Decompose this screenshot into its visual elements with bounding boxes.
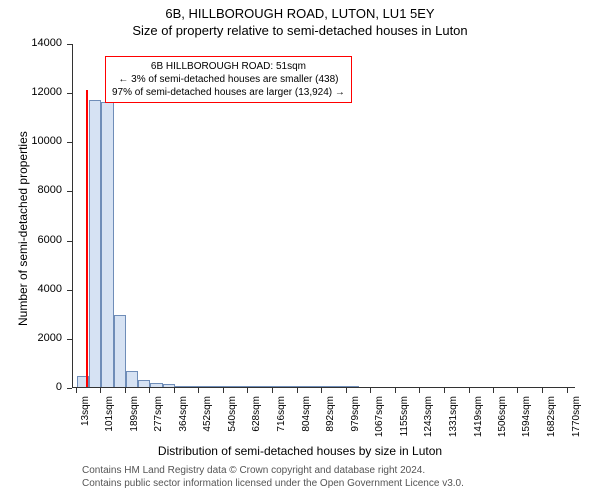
histogram-bar bbox=[261, 386, 273, 387]
x-tick-mark bbox=[567, 388, 568, 393]
x-tick-mark bbox=[517, 388, 518, 393]
x-tick-mark bbox=[493, 388, 494, 393]
x-tick-mark bbox=[125, 388, 126, 393]
histogram-bar bbox=[175, 386, 187, 387]
histogram-bar bbox=[310, 386, 322, 387]
y-tick-mark bbox=[67, 44, 72, 45]
footer-line2: Contains public sector information licen… bbox=[82, 477, 464, 490]
histogram-bar bbox=[285, 386, 297, 387]
x-tick-mark bbox=[76, 388, 77, 393]
histogram-bar bbox=[199, 386, 211, 387]
property-annotation: 6B HILLBOROUGH ROAD: 51sqm ← 3% of semi-… bbox=[105, 56, 352, 103]
histogram-bar bbox=[163, 384, 175, 387]
x-tick-label: 101sqm bbox=[104, 396, 115, 456]
y-tick-label: 8000 bbox=[0, 184, 62, 196]
y-tick-label: 2000 bbox=[0, 332, 62, 344]
histogram-bar bbox=[248, 386, 260, 387]
x-tick-label: 1506sqm bbox=[497, 396, 508, 456]
x-tick-mark bbox=[297, 388, 298, 393]
x-tick-label: 892sqm bbox=[325, 396, 336, 456]
y-tick-mark bbox=[67, 388, 72, 389]
x-tick-label: 189sqm bbox=[129, 396, 140, 456]
x-tick-mark bbox=[542, 388, 543, 393]
y-tick-mark bbox=[67, 241, 72, 242]
x-tick-mark bbox=[272, 388, 273, 393]
x-tick-label: 628sqm bbox=[251, 396, 262, 456]
histogram-bar bbox=[212, 386, 224, 387]
histogram-bar bbox=[273, 386, 285, 387]
histogram-bar bbox=[138, 380, 150, 387]
histogram-bar bbox=[322, 386, 334, 387]
x-tick-label: 979sqm bbox=[350, 396, 361, 456]
x-tick-label: 540sqm bbox=[227, 396, 238, 456]
y-tick-label: 14000 bbox=[0, 37, 62, 49]
x-tick-mark bbox=[444, 388, 445, 393]
x-tick-label: 364sqm bbox=[178, 396, 189, 456]
footer-line1: Contains HM Land Registry data © Crown c… bbox=[82, 464, 464, 477]
y-tick-mark bbox=[67, 290, 72, 291]
chart-title-sub: Size of property relative to semi-detach… bbox=[0, 23, 600, 38]
x-tick-mark bbox=[198, 388, 199, 393]
x-tick-mark bbox=[247, 388, 248, 393]
chart-footer: Contains HM Land Registry data © Crown c… bbox=[82, 464, 464, 490]
histogram-bar bbox=[187, 386, 199, 387]
x-tick-mark bbox=[469, 388, 470, 393]
histogram-bar bbox=[224, 386, 236, 387]
x-tick-label: 452sqm bbox=[202, 396, 213, 456]
x-tick-label: 1419sqm bbox=[473, 396, 484, 456]
x-tick-label: 13sqm bbox=[80, 396, 91, 456]
y-tick-mark bbox=[67, 339, 72, 340]
y-axis-label: Number of semi-detached properties bbox=[16, 131, 30, 326]
annotation-line3: 97% of semi-detached houses are larger (… bbox=[112, 86, 345, 99]
annotation-line1: 6B HILLBOROUGH ROAD: 51sqm bbox=[112, 60, 345, 73]
x-tick-label: 1331sqm bbox=[448, 396, 459, 456]
x-tick-label: 1682sqm bbox=[546, 396, 557, 456]
histogram-bar bbox=[126, 371, 138, 387]
histogram-bar bbox=[298, 386, 310, 387]
x-tick-mark bbox=[370, 388, 371, 393]
histogram-bar bbox=[347, 386, 359, 387]
x-tick-label: 1594sqm bbox=[521, 396, 532, 456]
property-marker-line bbox=[86, 90, 88, 387]
y-tick-mark bbox=[67, 93, 72, 94]
y-tick-label: 10000 bbox=[0, 135, 62, 147]
x-tick-label: 1770sqm bbox=[571, 396, 582, 456]
histogram-bar bbox=[150, 383, 162, 387]
histogram-bar bbox=[89, 100, 101, 387]
histogram-bar bbox=[236, 386, 248, 387]
x-tick-label: 277sqm bbox=[153, 396, 164, 456]
x-tick-mark bbox=[321, 388, 322, 393]
y-tick-mark bbox=[67, 191, 72, 192]
x-tick-label: 1155sqm bbox=[399, 396, 410, 456]
histogram-bar bbox=[114, 315, 126, 387]
x-tick-label: 716sqm bbox=[276, 396, 287, 456]
x-tick-mark bbox=[149, 388, 150, 393]
x-tick-mark bbox=[174, 388, 175, 393]
x-tick-label: 804sqm bbox=[301, 396, 312, 456]
y-tick-label: 12000 bbox=[0, 86, 62, 98]
x-tick-mark bbox=[223, 388, 224, 393]
annotation-line2: ← 3% of semi-detached houses are smaller… bbox=[112, 73, 345, 86]
x-tick-label: 1067sqm bbox=[374, 396, 385, 456]
y-tick-label: 0 bbox=[0, 381, 62, 393]
y-tick-label: 4000 bbox=[0, 283, 62, 295]
x-tick-mark bbox=[419, 388, 420, 393]
histogram-bar bbox=[335, 386, 347, 387]
x-tick-label: 1243sqm bbox=[423, 396, 434, 456]
y-tick-label: 6000 bbox=[0, 234, 62, 246]
x-tick-mark bbox=[395, 388, 396, 393]
x-tick-mark bbox=[346, 388, 347, 393]
x-tick-mark bbox=[100, 388, 101, 393]
chart-title-main: 6B, HILLBOROUGH ROAD, LUTON, LU1 5EY bbox=[0, 6, 600, 21]
histogram-bar bbox=[101, 102, 113, 387]
y-tick-mark bbox=[67, 142, 72, 143]
